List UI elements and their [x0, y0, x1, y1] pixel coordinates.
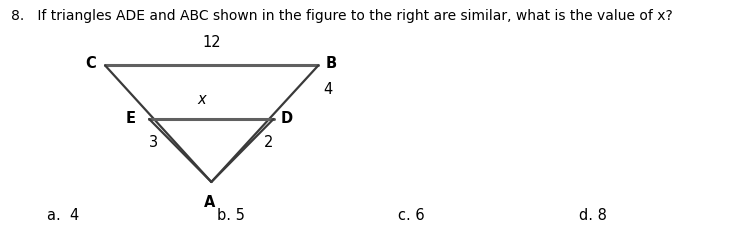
Text: 3: 3 [148, 135, 158, 150]
Text: x: x [197, 92, 205, 107]
Text: A: A [204, 195, 215, 210]
Text: c. 6: c. 6 [398, 208, 424, 223]
Text: 12: 12 [202, 35, 221, 50]
Text: a.  4: a. 4 [47, 208, 80, 223]
Text: 2: 2 [264, 135, 274, 150]
Text: b. 5: b. 5 [217, 208, 245, 223]
Text: d. 8: d. 8 [579, 208, 607, 223]
Text: D: D [280, 111, 293, 126]
Text: E: E [126, 111, 136, 126]
Text: 4: 4 [323, 82, 333, 97]
Text: C: C [85, 56, 96, 71]
Text: B: B [325, 56, 337, 71]
Text: 8.   If triangles ADE and ABC shown in the figure to the right are similar, what: 8. If triangles ADE and ABC shown in the… [11, 9, 673, 23]
